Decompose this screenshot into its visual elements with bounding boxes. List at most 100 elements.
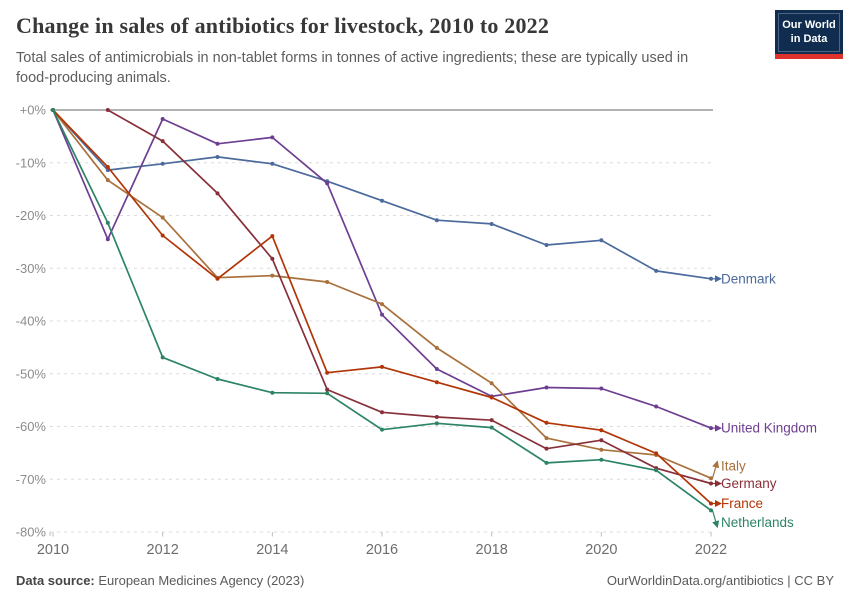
- data-point[interactable]: [380, 364, 384, 369]
- owid-logo[interactable]: Our World in Data: [775, 10, 843, 59]
- data-point[interactable]: [654, 468, 659, 473]
- series-label-denmark[interactable]: Denmark: [721, 271, 776, 286]
- data-point[interactable]: [380, 302, 384, 307]
- data-point[interactable]: [434, 367, 439, 372]
- data-point[interactable]: [709, 276, 713, 281]
- data-source: Data source: European Medicines Agency (…: [16, 573, 304, 588]
- data-point[interactable]: [434, 380, 439, 385]
- data-point[interactable]: [270, 161, 275, 166]
- data-source-label: Data source:: [16, 573, 95, 588]
- series-label-germany[interactable]: Germany: [721, 476, 777, 491]
- data-point[interactable]: [215, 191, 220, 196]
- y-axis-tick-label: +0%: [20, 103, 47, 118]
- series-label-italy[interactable]: Italy: [721, 459, 746, 474]
- data-point[interactable]: [654, 451, 659, 456]
- y-axis-tick-label: -80%: [16, 525, 47, 540]
- data-point[interactable]: [270, 273, 275, 278]
- x-axis-tick-label: 2010: [37, 542, 69, 558]
- data-point[interactable]: [270, 390, 275, 395]
- data-point[interactable]: [160, 355, 165, 360]
- x-axis-tick-label: 2018: [476, 542, 508, 558]
- data-point[interactable]: [380, 198, 384, 203]
- x-axis-tick-label: 2012: [147, 542, 179, 558]
- data-point[interactable]: [325, 391, 330, 396]
- data-point[interactable]: [105, 178, 110, 183]
- series-label-netherlands[interactable]: Netherlands: [721, 515, 794, 530]
- x-axis-tick-label: 2022: [695, 542, 727, 558]
- data-point[interactable]: [105, 108, 110, 112]
- data-point[interactable]: [599, 438, 604, 443]
- data-point[interactable]: [599, 457, 604, 462]
- data-point[interactable]: [160, 233, 165, 238]
- data-point[interactable]: [434, 421, 439, 426]
- y-axis-tick-label: -50%: [16, 366, 47, 381]
- data-point[interactable]: [434, 345, 439, 350]
- data-point[interactable]: [51, 108, 55, 112]
- y-axis-tick-label: -70%: [16, 472, 47, 487]
- data-point[interactable]: [544, 436, 549, 441]
- data-point[interactable]: [544, 460, 549, 465]
- data-point[interactable]: [325, 279, 330, 284]
- data-point[interactable]: [544, 446, 549, 451]
- data-point[interactable]: [599, 386, 604, 391]
- data-point[interactable]: [489, 395, 494, 400]
- data-point[interactable]: [160, 116, 165, 121]
- y-axis-tick-label: -20%: [16, 208, 47, 223]
- series-line-united-kingdom[interactable]: [52, 109, 712, 429]
- data-point[interactable]: [709, 426, 713, 431]
- data-point[interactable]: [709, 501, 713, 506]
- data-point[interactable]: [599, 428, 604, 433]
- series-label-united-kingdom[interactable]: United Kingdom: [721, 421, 817, 436]
- data-point[interactable]: [380, 312, 384, 317]
- data-point[interactable]: [105, 237, 110, 242]
- data-point[interactable]: [105, 220, 110, 225]
- credit-link[interactable]: OurWorldinData.org/antibiotics | CC BY: [606, 573, 834, 588]
- data-point[interactable]: [160, 215, 165, 220]
- data-point[interactable]: [325, 370, 330, 375]
- series-line-germany[interactable]: [106, 109, 712, 485]
- y-axis-tick-label: -40%: [16, 314, 47, 329]
- data-point[interactable]: [160, 139, 165, 144]
- data-point[interactable]: [709, 476, 713, 481]
- data-point[interactable]: [654, 268, 659, 273]
- data-point[interactable]: [380, 427, 384, 432]
- data-point[interactable]: [160, 161, 165, 166]
- data-point[interactable]: [270, 234, 275, 239]
- data-point[interactable]: [105, 164, 110, 169]
- data-point[interactable]: [709, 481, 713, 486]
- data-point[interactable]: [544, 243, 549, 248]
- data-point[interactable]: [270, 135, 275, 140]
- chart-footer: Data source: European Medicines Agency (…: [16, 573, 834, 588]
- data-point[interactable]: [489, 221, 494, 226]
- chart-header: Change in sales of antibiotics for lives…: [0, 0, 850, 89]
- data-point[interactable]: [489, 381, 494, 386]
- data-point[interactable]: [709, 508, 713, 513]
- data-point[interactable]: [270, 256, 275, 261]
- data-point[interactable]: [599, 447, 604, 452]
- data-point[interactable]: [380, 410, 384, 415]
- y-axis-tick-label: -30%: [16, 261, 47, 276]
- data-point[interactable]: [489, 418, 494, 423]
- series-line-france[interactable]: [52, 109, 712, 505]
- data-point[interactable]: [215, 377, 220, 382]
- data-point[interactable]: [215, 154, 220, 159]
- series-label-france[interactable]: France: [721, 496, 763, 511]
- y-axis-tick-label: -60%: [16, 419, 47, 434]
- data-point[interactable]: [325, 387, 330, 392]
- data-point[interactable]: [325, 181, 330, 186]
- x-axis-tick-label: 2014: [256, 542, 288, 558]
- x-axis-tick-label: 2020: [585, 542, 617, 558]
- data-point[interactable]: [215, 141, 220, 146]
- chart-subtitle: Total sales of antimicrobials in non-tab…: [16, 50, 689, 87]
- data-point[interactable]: [215, 276, 220, 281]
- series-label-connector: [711, 460, 720, 479]
- data-point[interactable]: [544, 385, 549, 390]
- data-point[interactable]: [434, 218, 439, 223]
- data-point[interactable]: [434, 415, 439, 420]
- owid-logo-text: Our World in Data: [778, 13, 840, 52]
- data-point[interactable]: [599, 238, 604, 243]
- data-point[interactable]: [654, 404, 659, 409]
- data-point[interactable]: [489, 425, 494, 430]
- data-point[interactable]: [544, 420, 549, 425]
